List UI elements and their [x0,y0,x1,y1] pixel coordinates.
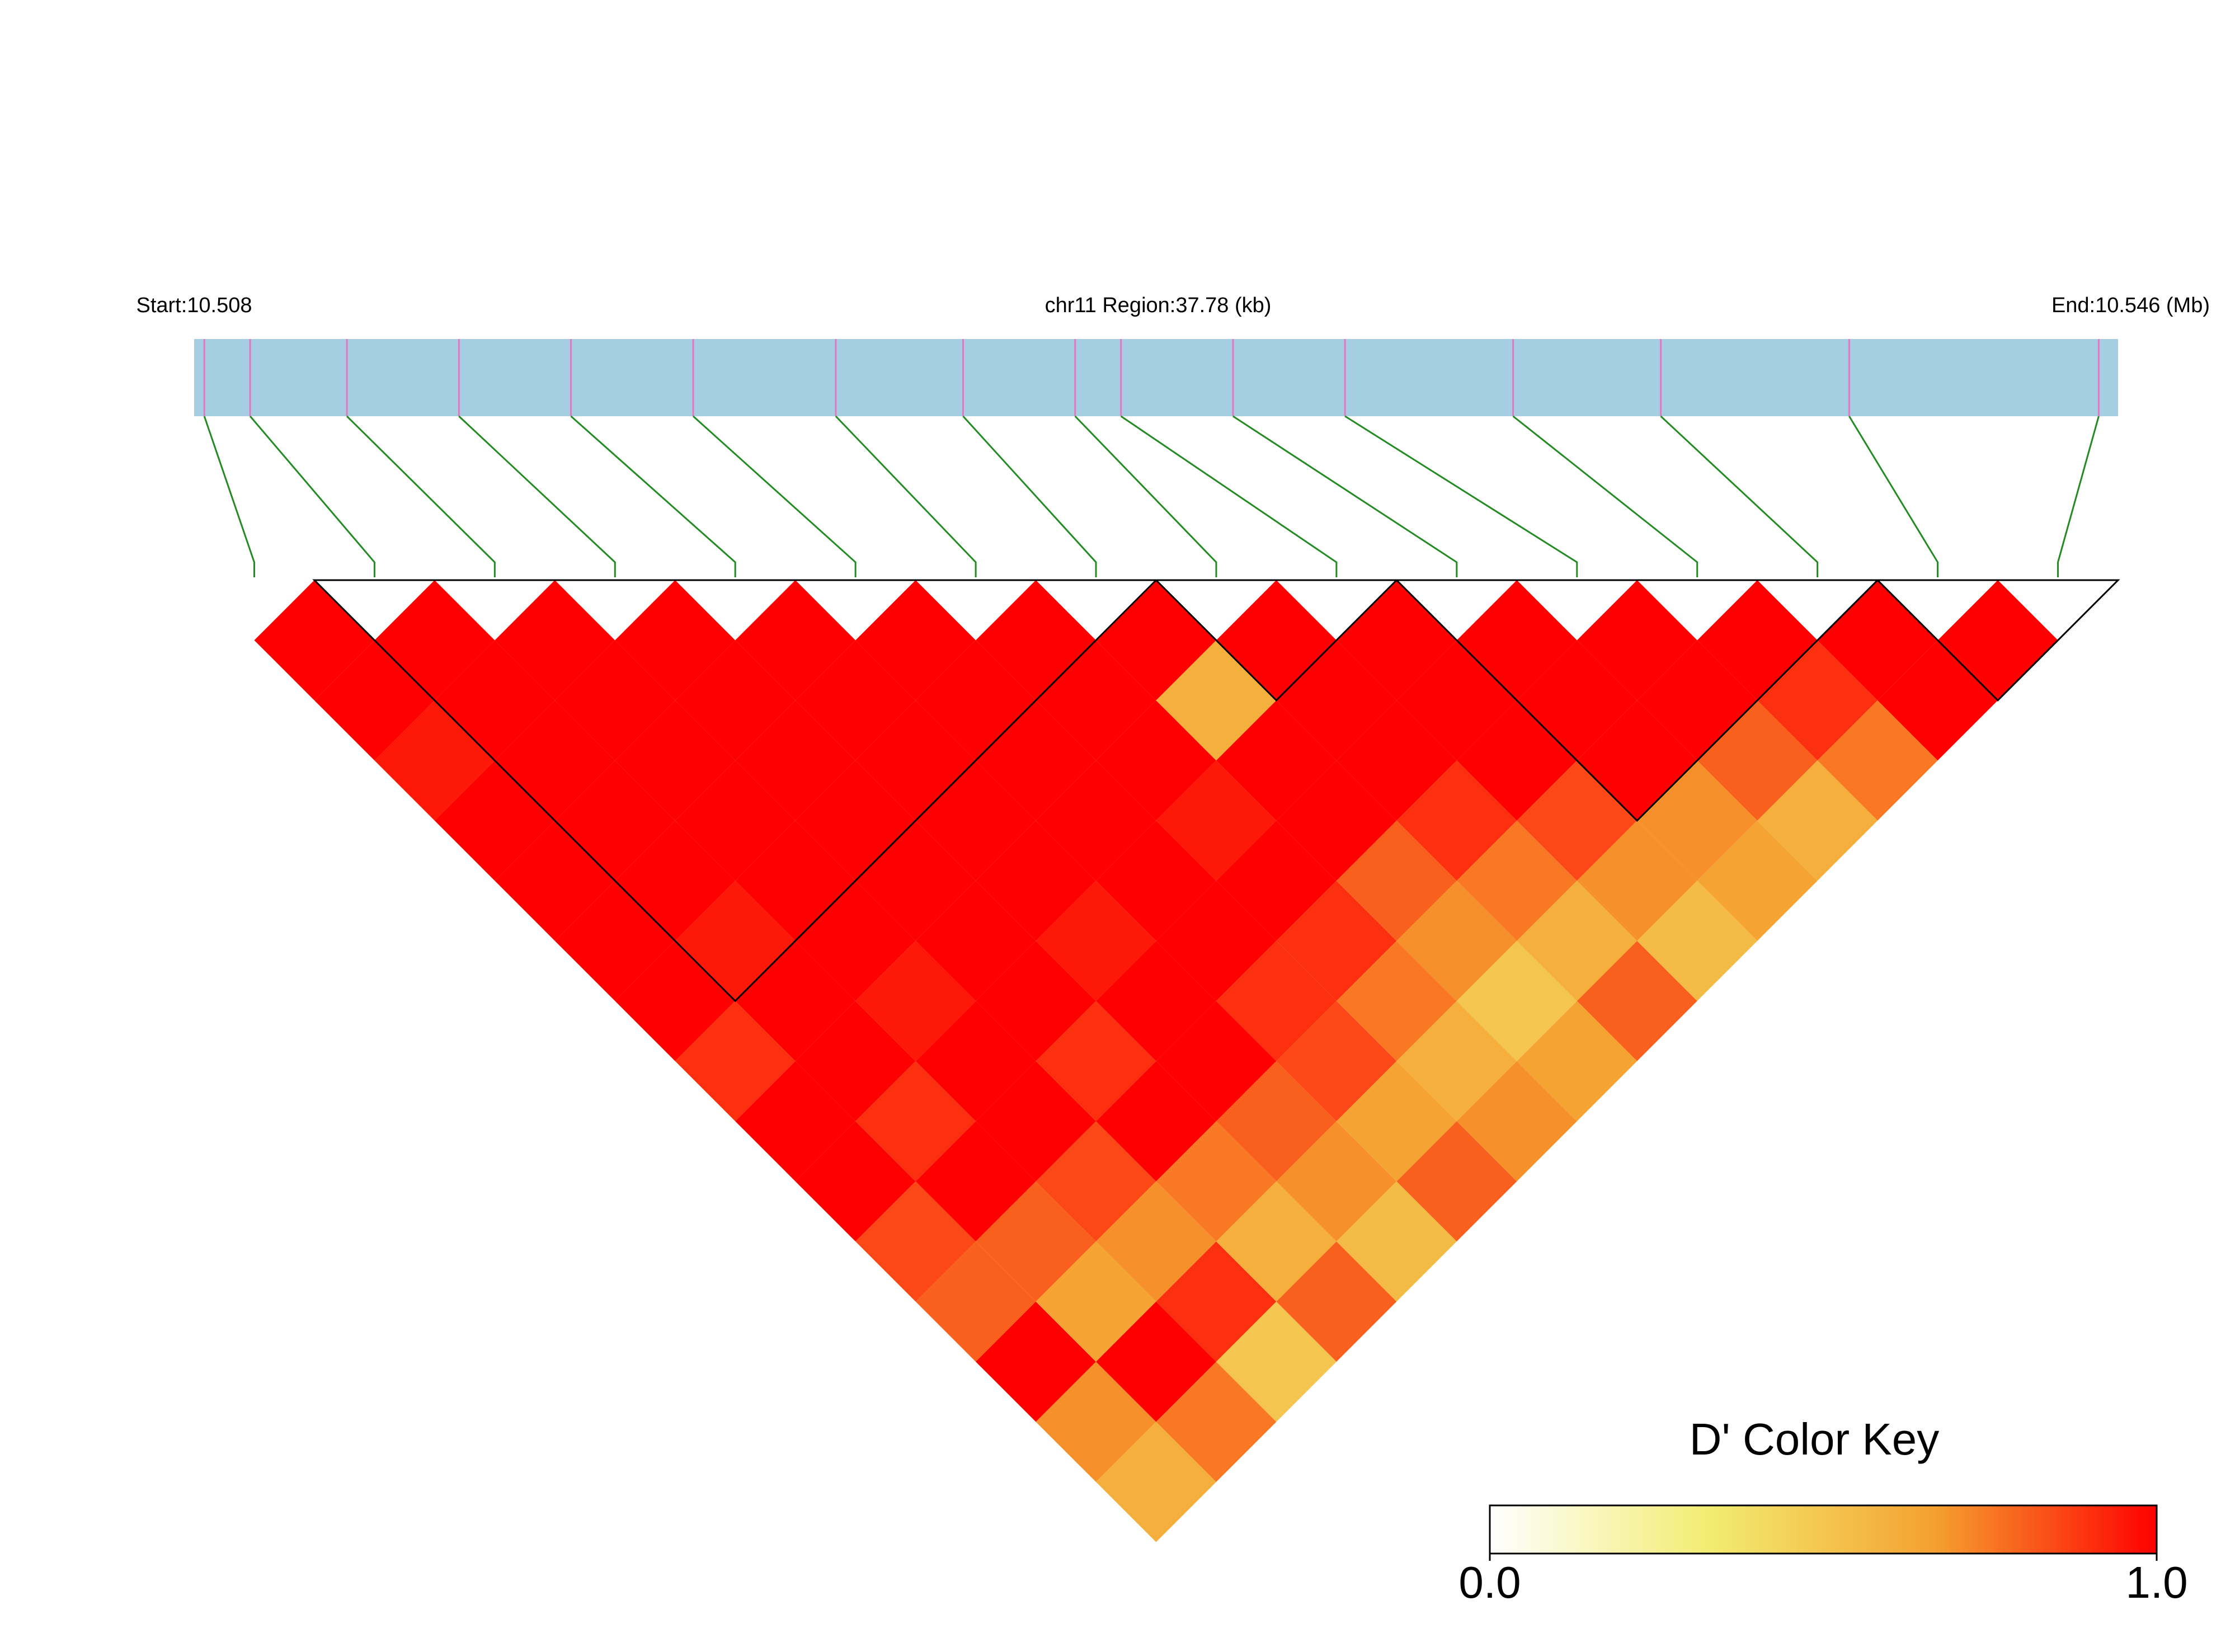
region-label: chr11 Region:37.78 (kb) [1045,294,1272,317]
color-key [1489,1504,2158,1555]
ld-block [1875,579,2120,702]
snp-connector [1120,415,1338,577]
key-title: D' Color Key [1690,1414,1940,1464]
snp-connector [1512,415,1698,577]
snp-connector [203,416,255,577]
snp-connector [1660,415,1819,577]
ld-block [1154,579,1399,702]
key-tick-label: 0.0 [1458,1557,1521,1607]
snp-connector [693,415,857,577]
snp-connector [346,415,496,577]
snp-connector [962,415,1097,577]
snp-connector [458,415,616,577]
start-label: Start:10.508 [136,294,252,317]
ld-block [312,579,1159,1003]
ld-block [1394,579,1880,822]
snp-connector [1232,415,1458,577]
snp-connector [835,415,977,577]
snp-connector [570,415,736,577]
snp-connector [1344,415,1578,577]
snp-connector [1074,415,1217,577]
key-tick-label: 1.0 [2125,1557,2187,1607]
gene-bar [194,339,2118,416]
snp-connector [2057,416,2100,577]
snp-connector [249,416,375,577]
end-label: End:10.546 (Mb) [2052,294,2210,317]
snp-connector [1848,416,1939,577]
